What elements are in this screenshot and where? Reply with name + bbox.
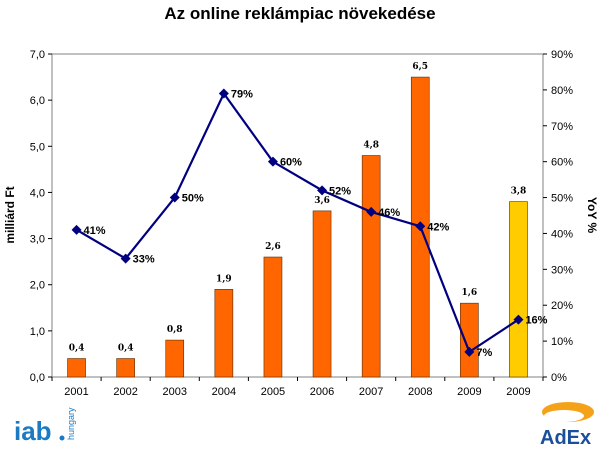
yoy-data-label: 33% [133, 254, 155, 266]
right-tick-label: 10% [551, 336, 573, 348]
bar [361, 155, 381, 378]
bar [214, 289, 234, 378]
bar-data-label: 1,6 [462, 288, 478, 298]
x-tick-label: 2007 [359, 386, 383, 398]
yoy-data-label: 60% [280, 157, 302, 169]
bar-data-label: 3,6 [314, 196, 330, 206]
bar [460, 302, 479, 378]
x-tick-label: 2006 [310, 386, 334, 398]
adex-logo-swoosh-inner [544, 410, 584, 422]
left-tick-label: 5,0 [30, 141, 45, 153]
yoy-data-label: 41% [84, 225, 106, 237]
chart-title: Az online reklámpiac növekedése [164, 4, 436, 23]
x-axis: 2001 2002 2003 2004 2005 2006 2007 2008 2009 2009 [51, 377, 544, 398]
right-tick-label: 0% [551, 372, 567, 384]
left-tick-label: 1,0 [30, 326, 45, 338]
y-axis-title: milliárd Ft [3, 186, 17, 243]
bar [116, 358, 135, 378]
left-tick-label: 6,0 [30, 95, 45, 107]
yoy-data-label: 16% [525, 315, 547, 327]
bar [67, 358, 86, 378]
yoy-data-label: 7% [476, 347, 492, 359]
adex-logo: AdEx [540, 402, 594, 449]
yoy-point [366, 206, 377, 217]
x-tick-label: 2001 [64, 386, 88, 398]
x-tick-label: 2003 [163, 386, 187, 398]
left-tick-label: 7,0 [30, 49, 45, 61]
bar-data-label: 0,4 [69, 344, 85, 354]
right-tick-label: 30% [551, 264, 573, 276]
yoy-data-label: 50% [182, 193, 204, 205]
adex-logo-text: AdEx [540, 427, 591, 449]
right-tick-label: 80% [551, 85, 573, 97]
iab-hungary-logo: iab hungary [14, 407, 76, 446]
bar-data-label: 2,6 [265, 242, 281, 252]
bar [263, 256, 283, 378]
left-tick-label: 0,0 [30, 372, 45, 384]
right-tick-label: 40% [551, 228, 573, 240]
yoy-data-label: 46% [378, 207, 400, 219]
right-tick-label: 20% [551, 300, 573, 312]
x-tick-label: 2009 [506, 386, 530, 398]
bar [312, 210, 332, 378]
x-tick-label: 2005 [261, 386, 285, 398]
x-tick-label: 2009 [457, 386, 481, 398]
yoy-data-label: 52% [329, 185, 351, 197]
iab-logo-subtext: hungary [66, 407, 76, 440]
bar [509, 201, 528, 378]
yoy-point [317, 185, 328, 196]
bar-data-label: 1,9 [216, 274, 232, 284]
left-tick-label: 4,0 [30, 187, 45, 199]
iab-logo-text: iab [14, 416, 52, 446]
bar-data-label: 3,8 [511, 187, 527, 197]
x-tick-label: 2008 [408, 386, 432, 398]
yoy-point [71, 224, 82, 235]
yoy-line-series: 41% 33% 50% 79% 60% 52% 46% 42% 7% 16% [71, 88, 548, 359]
x-tick-label: 2004 [212, 386, 236, 398]
right-tick-label: 60% [551, 157, 573, 169]
yoy-point [415, 221, 426, 232]
bar-data-label: 4,8 [363, 141, 379, 151]
yoy-point [218, 88, 229, 99]
y2-axis-title: YoY % [585, 197, 599, 234]
yoy-data-label: 79% [231, 88, 253, 100]
right-axis: 0% 10% 20% 30% 40% 50% 60% 70% 80% 90% [543, 49, 573, 384]
bar-data-label: 0,8 [167, 325, 183, 335]
right-tick-label: 90% [551, 49, 573, 61]
right-tick-label: 70% [551, 121, 573, 133]
yoy-line [75, 91, 520, 354]
yoy-point [267, 156, 278, 167]
left-axis: 0,0 1,0 2,0 3,0 4,0 5,0 6,0 7,0 [30, 49, 52, 384]
yoy-data-label: 42% [427, 221, 449, 233]
bar [165, 339, 185, 378]
left-tick-label: 3,0 [30, 234, 45, 246]
yoy-point [120, 253, 131, 264]
yoy-point [464, 346, 475, 357]
yoy-point [513, 314, 524, 325]
left-tick-label: 2,0 [30, 280, 45, 292]
iab-logo-dot [59, 435, 65, 441]
bar-data-label: 6,5 [412, 62, 428, 72]
bar-data-label: 0,4 [118, 344, 134, 354]
right-tick-label: 50% [551, 193, 573, 205]
x-tick-label: 2002 [113, 386, 137, 398]
yoy-point [169, 192, 180, 203]
